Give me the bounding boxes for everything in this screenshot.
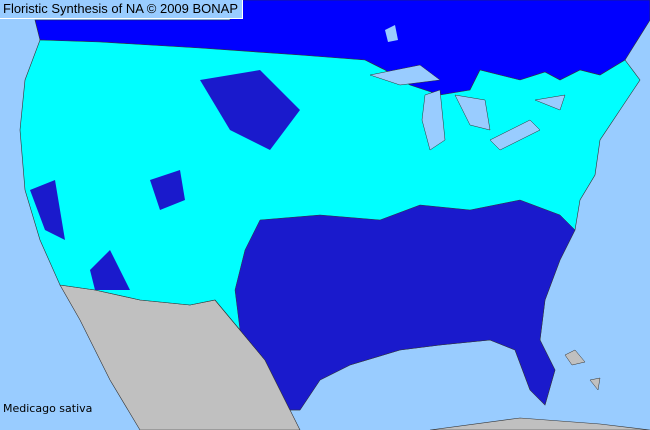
absent-region-west xyxy=(30,170,185,290)
species-label: Medicago sativa xyxy=(3,402,93,415)
bahamas xyxy=(564,349,601,391)
absent-region-plains xyxy=(200,70,300,150)
map-title: Floristic Synthesis of NA © 2009 BONAP xyxy=(0,0,244,19)
absent-region-southeast xyxy=(234,199,576,411)
great-lakes xyxy=(369,64,566,151)
lake-canada xyxy=(385,25,398,42)
cuba xyxy=(429,417,650,430)
